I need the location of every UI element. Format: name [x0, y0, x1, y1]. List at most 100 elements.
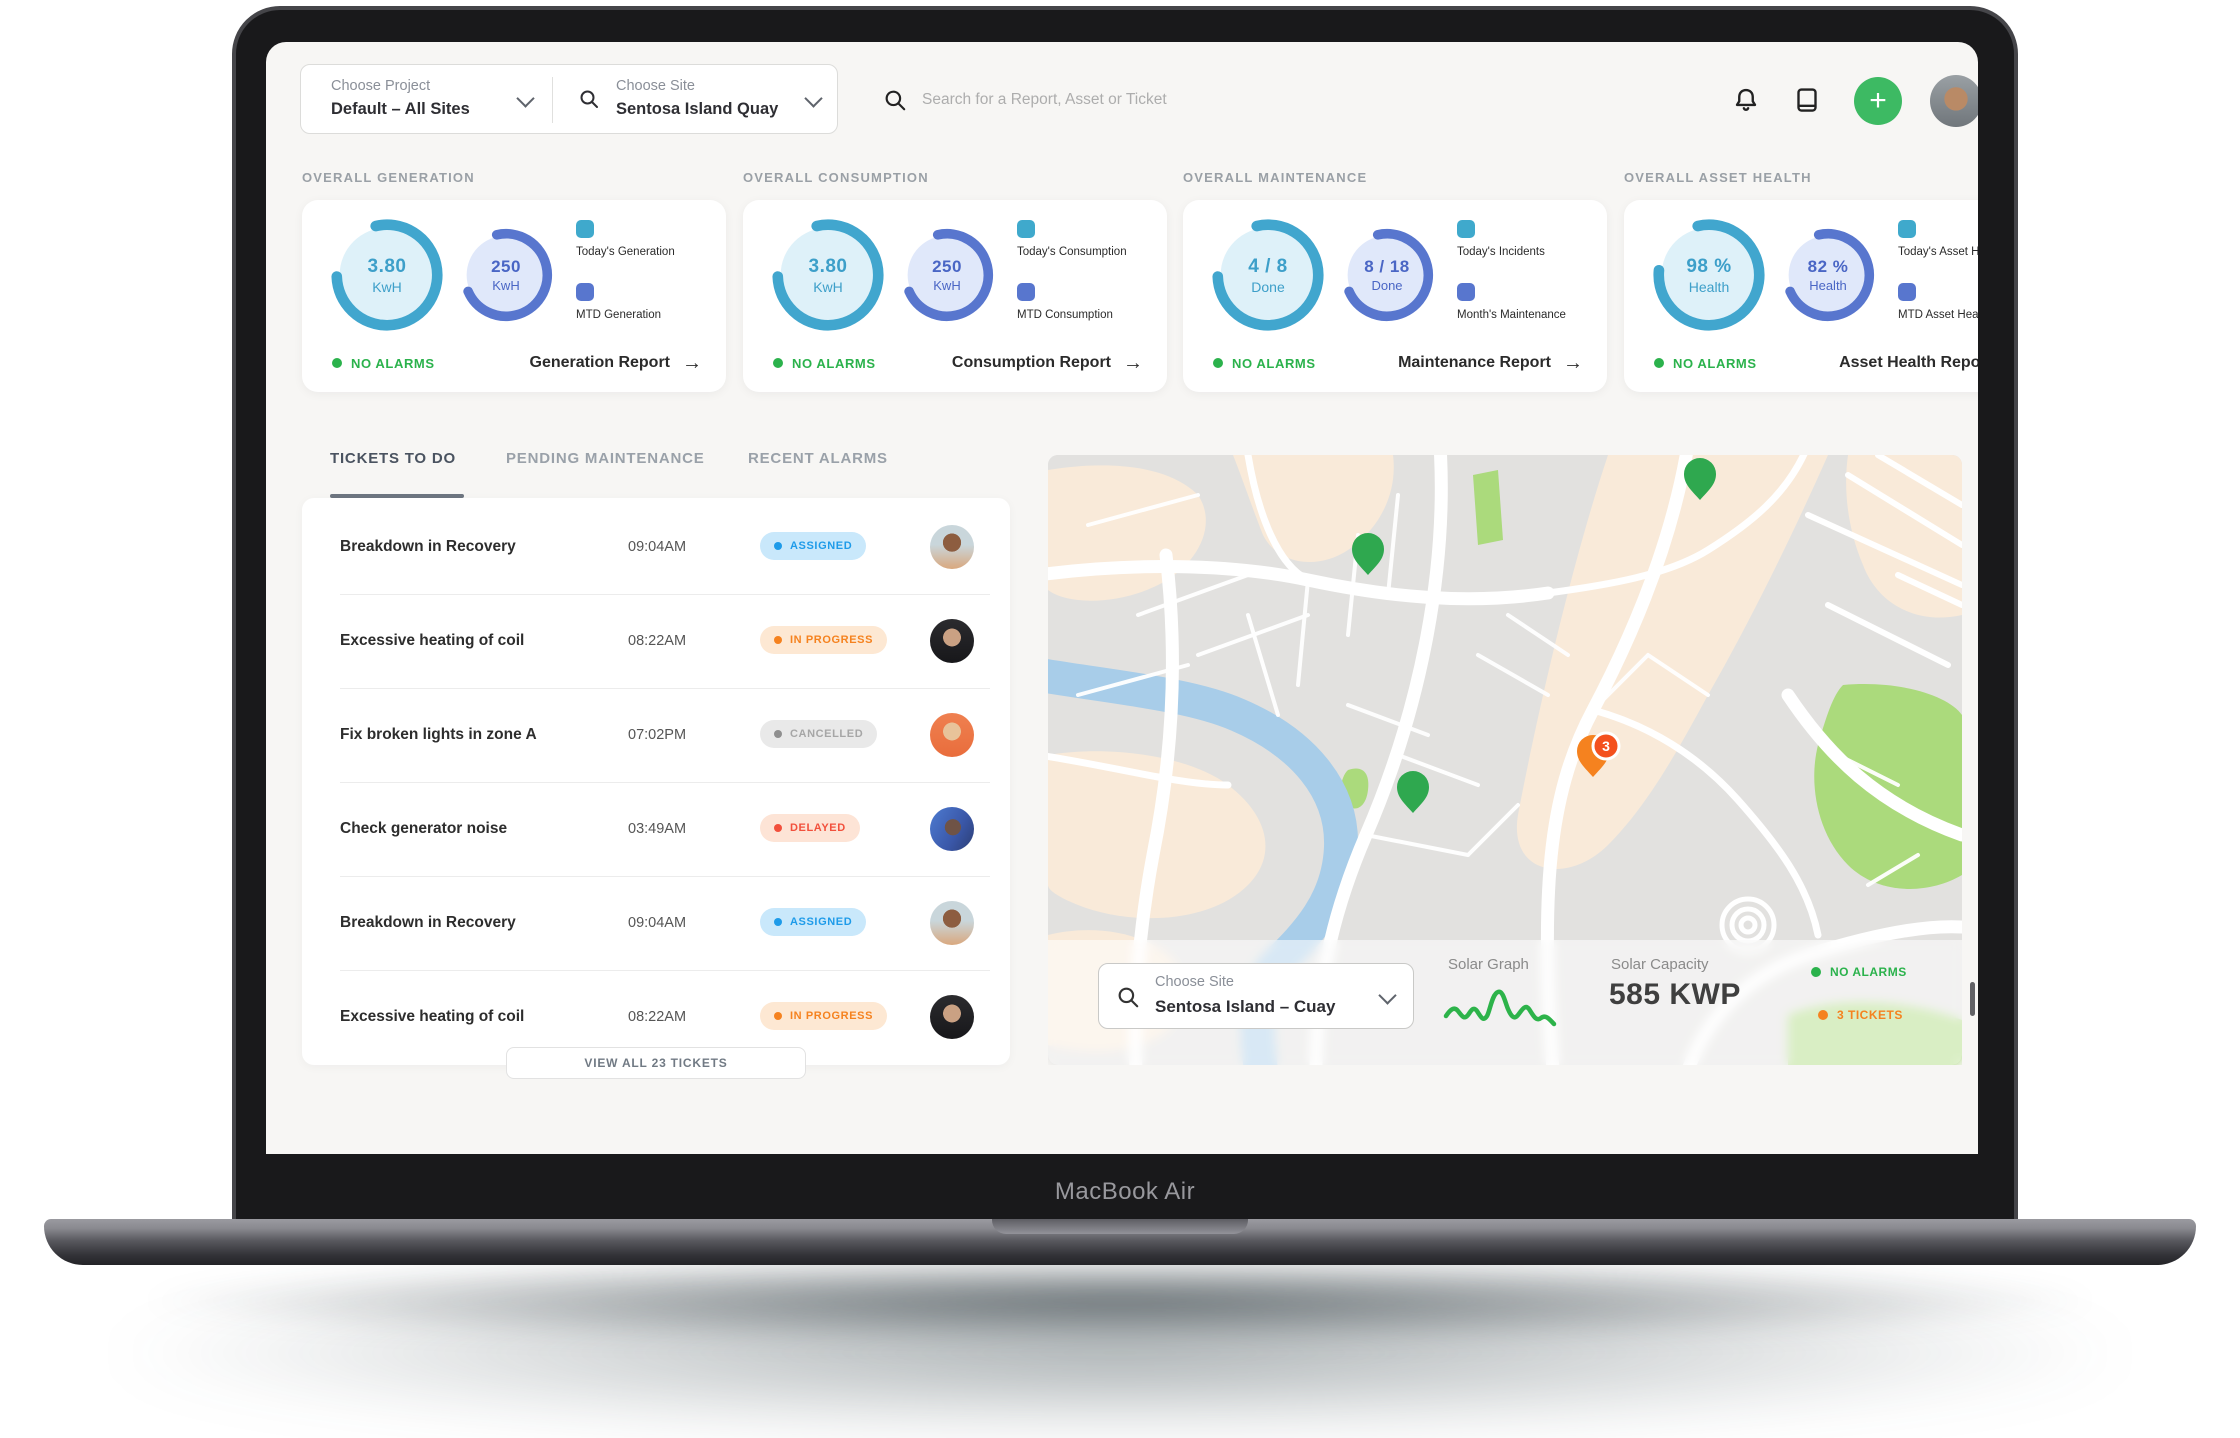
ticket-title: Breakdown in Recovery [340, 914, 516, 931]
status-dot [1213, 358, 1223, 368]
section-title-asset-health: OVERALL ASSET HEALTH [1624, 170, 1812, 185]
legend-label: Month's Maintenance [1457, 309, 1566, 321]
global-search[interactable]: Search for a Report, Asset or Ticket [882, 82, 1382, 118]
scrollbar-handle[interactable] [1970, 982, 1975, 1016]
ticket-time: 09:04AM [628, 915, 687, 931]
add-button[interactable]: + [1854, 77, 1902, 125]
ticket-title: Check generator noise [340, 820, 508, 837]
laptop-base [44, 1219, 2196, 1265]
cluster-badge [1591, 731, 1621, 761]
no-alarms-status: NO ALARMS [773, 356, 876, 371]
legend-label: Today's Asset Health [1898, 246, 1978, 258]
map-pin-green[interactable] [1684, 458, 1716, 500]
laptop-shadow [130, 1256, 2110, 1346]
map-pin-orange-cluster[interactable]: 3 [1577, 731, 1621, 777]
laptop-screen: Choose Project Default – All Sites Choos… [232, 6, 2018, 1232]
no-alarms-status: NO ALARMS [332, 356, 435, 371]
donut-months-maintenance: 8 / 18 Done [1339, 227, 1435, 323]
row-divider [340, 970, 990, 971]
avatar [930, 901, 974, 945]
user-avatar[interactable] [1930, 75, 1978, 127]
ticket-row[interactable]: Excessive heating of coil 08:22AM IN PRO… [302, 594, 1010, 688]
ticket-time: 08:22AM [628, 1009, 687, 1025]
ticket-time: 03:49AM [628, 821, 687, 837]
chevron-down-icon[interactable] [1378, 986, 1397, 1005]
legend-label: MTD Generation [576, 309, 662, 321]
active-tab-indicator [330, 494, 464, 498]
view-all-tickets-button[interactable]: VIEW ALL 23 TICKETS [506, 1047, 806, 1079]
status-dot [774, 824, 782, 832]
legend-label: Today's Generation [576, 246, 675, 258]
tab-tickets-to-do[interactable]: TICKETS TO DO [330, 450, 456, 467]
status-dot [773, 358, 783, 368]
legend-label: MTD Consumption [1017, 309, 1113, 321]
card-asset-health: 98 %Health 82 %Health Today's Asset Heal… [1624, 200, 1978, 392]
ticket-title: Excessive heating of coil [340, 632, 525, 649]
legend-label: Today's Incidents [1457, 246, 1545, 258]
legend-swatch [1017, 283, 1035, 301]
no-alarms-status: NO ALARMS [1213, 356, 1316, 371]
section-title-consumption: OVERALL CONSUMPTION [743, 170, 929, 185]
book-icon[interactable] [1791, 84, 1823, 116]
map-pin-green[interactable] [1397, 771, 1429, 813]
project-selector-value[interactable]: Default – All Sites [331, 100, 470, 118]
avatar [930, 995, 974, 1039]
asset-health-report-link[interactable]: Asset Health Report→ [1839, 354, 1978, 371]
laptop-notch [992, 1219, 1248, 1234]
project-selector-label: Choose Project [331, 78, 431, 94]
chevron-down-icon[interactable] [804, 89, 823, 108]
status-dot [332, 358, 342, 368]
ticket-time: 09:04AM [628, 539, 687, 555]
ticket-title: Breakdown in Recovery [340, 538, 516, 555]
tab-pending-maintenance[interactable]: PENDING MAINTENANCE [506, 450, 705, 467]
card-consumption: 3.80 KwH 250 KwH Today's Consumption MTD C… [743, 200, 1167, 392]
ticket-row[interactable]: Check generator noise 03:49AM DELAYED [302, 782, 1010, 876]
status-dot [774, 542, 782, 550]
status-dot [1818, 1010, 1828, 1020]
search-placeholder: Search for a Report, Asset or Ticket [922, 91, 1167, 108]
map-tickets-status: 3 TICKETS [1818, 1008, 1903, 1022]
donut-todays-generation: 3.80 KwH [329, 217, 445, 333]
legend-swatch [1457, 283, 1475, 301]
arrow-right-icon: → [682, 351, 702, 374]
ticket-row[interactable]: Fix broken lights in zone A 07:02PM CANC… [302, 688, 1010, 782]
legend-swatch [1898, 220, 1916, 238]
map-site-label: Choose Site [1155, 974, 1234, 990]
status-badge: DELAYED [760, 814, 860, 842]
ticket-row[interactable]: Excessive heating of coil 08:22AM IN PRO… [302, 970, 1010, 1064]
card-generation: 3.80 KwH 250 KwH Today's Generation MTD Ge… [302, 200, 726, 392]
solar-sparkline [1442, 980, 1562, 1041]
row-divider [340, 782, 990, 783]
bell-icon[interactable] [1730, 84, 1762, 116]
solar-capacity-label: Solar Capacity [1611, 956, 1709, 973]
map-pin-green[interactable] [1352, 533, 1384, 575]
avatar [930, 807, 974, 851]
status-dot [1654, 358, 1664, 368]
map-panel[interactable]: 3 Choose Site Sentosa Island – Cuay Sola… [1048, 455, 1962, 1065]
row-divider [340, 594, 990, 595]
avatar [930, 525, 974, 569]
status-dot [774, 1012, 782, 1020]
chevron-down-icon[interactable] [516, 89, 535, 108]
ticket-row[interactable]: Breakdown in Recovery 09:04AM ASSIGNED [302, 876, 1010, 970]
generation-report-link[interactable]: Generation Report → [529, 351, 702, 374]
donut-mtd-asset-health: 82 % Health [1780, 227, 1876, 323]
consumption-report-link[interactable]: Consumption Report → [951, 351, 1143, 374]
legend-swatch [1457, 220, 1475, 238]
status-dot [1811, 967, 1821, 977]
status-dot [774, 730, 782, 738]
legend-swatch [576, 283, 594, 301]
maintenance-report-link[interactable]: Maintenance Report → [1398, 351, 1583, 374]
project-site-selector[interactable]: Choose Project Default – All Sites Choos… [300, 64, 838, 134]
ticket-row[interactable]: Breakdown in Recovery 09:04AM ASSIGNED [302, 500, 1010, 594]
tab-recent-alarms[interactable]: RECENT ALARMS [748, 450, 888, 467]
search-icon [577, 87, 601, 116]
status-badge: IN PROGRESS [760, 1002, 888, 1030]
site-selector-value[interactable]: Sentosa Island Quay [616, 100, 779, 118]
map-site-value[interactable]: Sentosa Island – Cuay [1155, 997, 1336, 1016]
arrow-right-icon: → [1123, 351, 1143, 374]
legend-swatch [576, 220, 594, 238]
map-site-selector[interactable]: Choose Site Sentosa Island – Cuay [1098, 963, 1414, 1029]
legend-label: MTD Asset Health [1898, 309, 1978, 321]
map-overlay: Choose Site Sentosa Island – Cuay Solar … [1048, 940, 1962, 1065]
